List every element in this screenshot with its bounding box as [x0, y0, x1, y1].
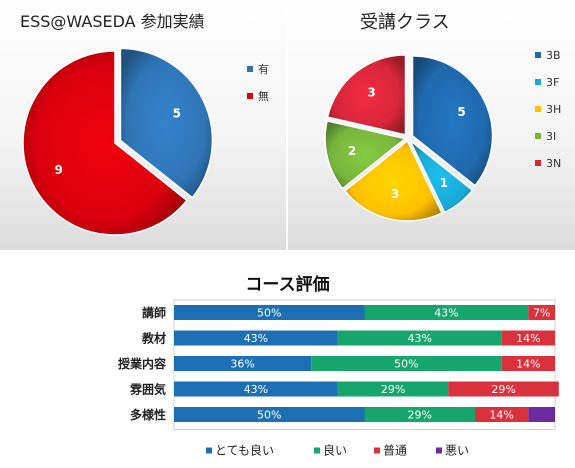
evaluation-bar-segment-とても良い: [174, 407, 365, 422]
evaluation-bar-segment-良い: [364, 407, 475, 422]
participation-legend-swatch: [247, 93, 253, 99]
evaluation-bar-segment-普通: [528, 305, 555, 320]
class-slice-3H: [343, 139, 444, 222]
evaluation-chart-title: コース評価: [245, 275, 330, 295]
evaluation-bar-segment-とても良い: [174, 305, 365, 320]
class-legend: 3B 3F 3H 3I 3N: [535, 48, 561, 183]
class-legend-label: 3B: [546, 48, 561, 62]
class-slice-3I: [324, 119, 407, 190]
evaluation-legend-swatch-とても良い: [206, 447, 212, 454]
participation-data-label-有: 5: [173, 106, 181, 120]
class-legend-item-3I: 3I: [535, 129, 561, 143]
class-data-label-3B: 5: [457, 105, 465, 119]
evaluation-category-label: 多様性: [130, 407, 166, 422]
evaluation-data-label: 43%: [408, 332, 432, 345]
class-legend-swatch: [535, 133, 541, 139]
evaluation-data-label: 50%: [257, 307, 281, 320]
evaluation-data-label: 7%: [533, 307, 550, 320]
class-data-label-3H: 3: [391, 187, 399, 201]
participation-legend: 有無: [247, 62, 269, 116]
class-legend-item-3B: 3B: [535, 48, 561, 62]
participation-legend-swatch: [247, 66, 253, 72]
participation-legend-item-無: 無: [247, 89, 269, 103]
class-data-label-3N: 3: [367, 85, 375, 99]
class-legend-item-3F: 3F: [535, 75, 561, 89]
class-data-label-3F: 1: [440, 176, 448, 190]
participation-data-label-無: 9: [54, 163, 62, 177]
evaluation-bar-segment-良い: [337, 330, 502, 346]
class-legend-item-3H: 3H: [535, 102, 561, 116]
class-legend-swatch: [535, 52, 541, 58]
participation-slice-有: [119, 47, 214, 199]
evaluation-category-label: 授業内容: [118, 356, 166, 371]
evaluation-category-label: 雰囲気: [130, 382, 166, 397]
evaluation-bar-segment-とても良い: [174, 330, 338, 346]
evaluation-bar-segment-普通: [501, 330, 555, 346]
class-pie-chart: 5 1 3 2 3: [324, 54, 494, 222]
evaluation-data-label: 14%: [489, 409, 513, 422]
class-legend-swatch: [535, 79, 541, 85]
class-legend-label: 3F: [546, 75, 560, 89]
evaluation-bar-chart: 講師 50% 43% 7%教材 43% 43% 14%授業内容 36% 50% 14%雰囲気 43%…: [118, 299, 559, 458]
evaluation-bar-segment-良い: [337, 381, 449, 397]
evaluation-bar-segment-とても良い: [174, 356, 312, 371]
evaluation-data-label: 29%: [491, 383, 515, 396]
evaluation-legend-label-良い: 良い: [323, 443, 347, 458]
participation-legend-item-有: 有: [247, 62, 269, 76]
evaluation-data-label: 50%: [257, 409, 281, 422]
evaluation-category-label: 教材: [141, 331, 166, 346]
class-legend-item-3N: 3N: [535, 156, 561, 170]
evaluation-bar-segment-とても良い: [174, 381, 338, 397]
evaluation-data-label: 43%: [434, 307, 458, 320]
class-slice-3F: [409, 139, 474, 214]
class-slice-3N: [326, 54, 407, 136]
participation-chart-title: ESS@WASEDA 参加実績: [20, 12, 205, 31]
evaluation-bar-segment-悪い: [528, 407, 555, 422]
evaluation-data-label: 43%: [244, 383, 268, 396]
class-legend-swatch: [535, 160, 541, 166]
evaluation-data-label: 43%: [244, 332, 268, 345]
participation-legend-label: 無: [258, 90, 269, 103]
evaluation-bar-segment-普通: [501, 356, 555, 371]
class-data-label-3I: 2: [348, 144, 356, 158]
evaluation-data-label: 29%: [408, 409, 432, 422]
class-slice-3B: [411, 55, 494, 187]
class-legend-label: 3H: [546, 102, 562, 116]
evaluation-bar-segment-普通: [448, 381, 559, 397]
evaluation-legend-label-普通: 普通: [383, 444, 407, 458]
class-legend-label: 3N: [546, 156, 562, 170]
participation-slice-無: [22, 50, 188, 236]
evaluation-legend-label-とても良い: とても良い: [215, 443, 274, 458]
class-chart-title: 受講クラス: [360, 12, 450, 33]
evaluation-bar-segment-普通: [474, 407, 529, 422]
participation-pie-chart: 59: [22, 47, 214, 236]
evaluation-bar-segment-良い: [364, 305, 529, 320]
class-legend-swatch: [535, 106, 541, 112]
evaluation-bar-segment-良い: [311, 356, 502, 371]
participation-legend-label: 有: [258, 63, 269, 76]
evaluation-data-label: 50%: [394, 358, 418, 371]
evaluation-legend-label-悪い: 悪い: [445, 444, 469, 458]
evaluation-data-label: 14%: [516, 358, 540, 371]
evaluation-legend-swatch-良い: [314, 447, 320, 454]
evaluation-data-label: 14%: [516, 332, 540, 345]
evaluation-data-label: 36%: [230, 358, 254, 371]
class-legend-label: 3I: [546, 129, 557, 143]
class-pie-panel: 受講クラス 5 1 3 2 3 3B 3F 3H 3I 3N: [288, 0, 575, 250]
evaluation-data-label: 29%: [381, 383, 405, 396]
evaluation-category-label: 講師: [142, 305, 166, 320]
evaluation-legend-swatch-悪い: [436, 447, 442, 454]
evaluation-legend-swatch-普通: [374, 447, 380, 454]
